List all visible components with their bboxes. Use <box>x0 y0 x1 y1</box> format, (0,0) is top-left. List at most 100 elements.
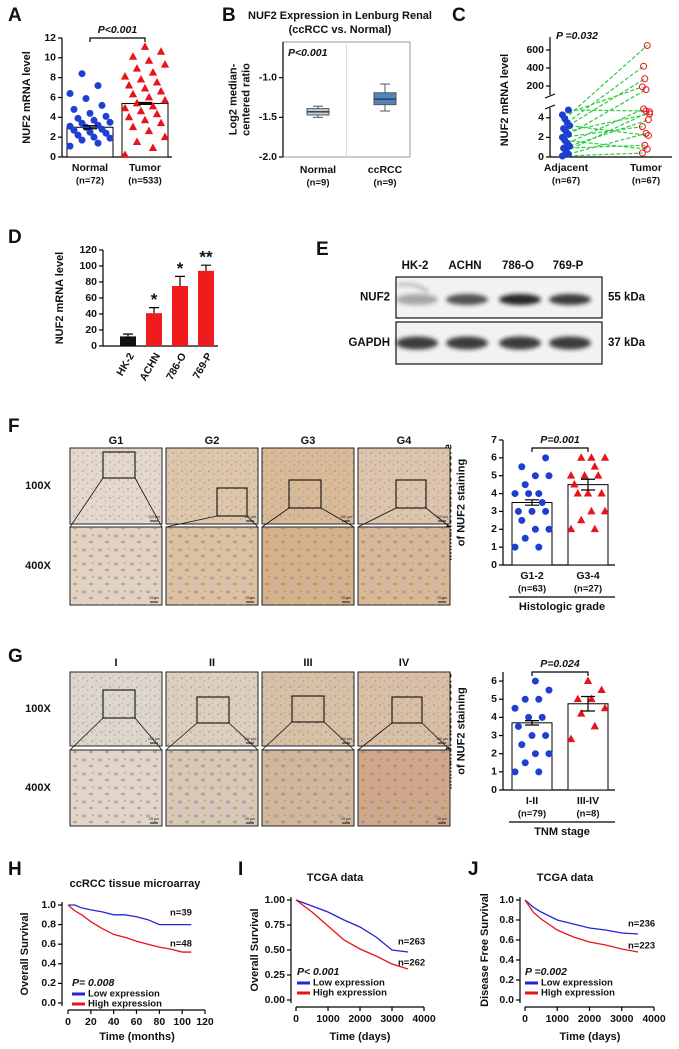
data-point <box>535 768 543 776</box>
data-point <box>583 488 593 497</box>
data-point <box>566 524 576 533</box>
x-tick-label: 40 <box>108 1016 120 1028</box>
data-point <box>102 129 110 137</box>
data-point <box>94 82 102 90</box>
error-bar <box>83 125 97 130</box>
y-tick-label: 2 <box>50 131 56 143</box>
blot-band <box>396 336 438 350</box>
micrograph-texture <box>262 750 354 826</box>
data-point <box>74 131 82 139</box>
data-point <box>106 134 114 142</box>
pair-line <box>564 45 648 120</box>
y-tick-label: 0 <box>491 784 497 796</box>
y-tick-label: 60 <box>85 292 97 304</box>
data-point <box>583 676 593 684</box>
data-point <box>521 534 529 542</box>
column-label: G3 <box>301 435 316 447</box>
y-tick-label: 1 <box>491 541 497 553</box>
data-point <box>66 142 74 150</box>
data-point <box>124 112 134 121</box>
y-tick-label: 0.0 <box>41 997 56 1009</box>
data-point <box>600 506 610 515</box>
zoom-lines <box>261 721 355 751</box>
scale-bar-label: 25 μm <box>245 817 255 821</box>
zoom-box <box>391 696 423 724</box>
data-point <box>638 83 646 91</box>
data-point <box>558 133 566 141</box>
error-bar <box>525 499 539 506</box>
panel-label: A <box>8 5 22 26</box>
data-point <box>124 80 134 89</box>
bar <box>121 102 169 158</box>
y-axis-label: NUF2 mRNA level <box>499 54 511 147</box>
x-tick-label: 2000 <box>578 1013 602 1025</box>
data-point <box>644 131 652 139</box>
zoom-lines <box>69 717 163 751</box>
micrograph-texture <box>70 527 162 605</box>
pair-line <box>568 109 647 112</box>
y-tick-label: 0.6 <box>41 938 56 950</box>
y-tick-label: 4 <box>491 487 497 499</box>
data-point <box>140 83 150 92</box>
column-label: III <box>303 657 312 669</box>
y-tick-label: 4 <box>491 711 497 723</box>
data-point <box>646 108 654 116</box>
x-tick-label: I-II <box>526 795 538 807</box>
data-point <box>156 118 166 127</box>
data-point <box>573 488 582 497</box>
bar <box>120 336 136 346</box>
data-point <box>90 133 98 141</box>
pair-line <box>568 132 647 155</box>
category-note: (n=72) <box>76 176 104 187</box>
pair-line <box>564 139 648 150</box>
survival-curve <box>67 904 192 953</box>
legend-label: Low expression <box>541 978 613 989</box>
data-point <box>531 525 539 533</box>
data-point <box>545 525 553 533</box>
data-point <box>144 56 154 64</box>
x-tick-label: 100 <box>173 1016 191 1028</box>
data-point <box>90 116 98 124</box>
scale-bar-label: 100 μm <box>244 515 256 519</box>
scale-bar-label: 100 μm <box>244 737 256 741</box>
panel-label: C <box>452 5 466 26</box>
data-point <box>600 453 610 461</box>
data-point <box>82 94 90 102</box>
y-tick-label: 40 <box>85 308 97 320</box>
micrograph-texture <box>166 527 258 605</box>
micrograph-texture <box>358 750 450 826</box>
data-point <box>577 515 586 524</box>
data-point <box>148 68 158 76</box>
data-point <box>86 109 94 117</box>
data-point <box>66 90 74 98</box>
blot-band <box>396 294 438 305</box>
n-label: n=48 <box>170 939 192 950</box>
x-tick-label: ccRCC <box>368 164 403 176</box>
y-tick-label: 0.6 <box>499 934 514 946</box>
data-point <box>66 122 74 130</box>
data-point <box>535 490 543 498</box>
y-axis-label: of NUF2 staining <box>455 687 467 774</box>
data-point <box>597 685 606 694</box>
chart-subtitle: (ccRCC vs. Normal) <box>289 24 392 36</box>
data-point <box>98 101 106 109</box>
y-tick-label: 0.50 <box>265 944 286 956</box>
category-note: (n=9) <box>307 178 330 189</box>
data-point <box>94 139 102 147</box>
x-tick-label: G1-2 <box>520 570 544 582</box>
y-tick-label: -1.5 <box>259 111 277 123</box>
data-point <box>640 62 648 70</box>
x-tick-label: III-IV <box>577 795 599 807</box>
n-label: n=262 <box>398 958 425 969</box>
error-bar <box>525 720 539 726</box>
panel-label: H <box>8 859 22 880</box>
bar <box>172 286 188 346</box>
zoom-box <box>291 695 325 723</box>
panel-label: D <box>8 227 22 248</box>
scale-bar-label: 25 μm <box>245 596 255 600</box>
data-point <box>140 115 150 124</box>
zoom-box <box>196 696 230 724</box>
data-point <box>136 106 146 115</box>
data-point <box>580 471 589 479</box>
zoom-box <box>395 479 427 509</box>
